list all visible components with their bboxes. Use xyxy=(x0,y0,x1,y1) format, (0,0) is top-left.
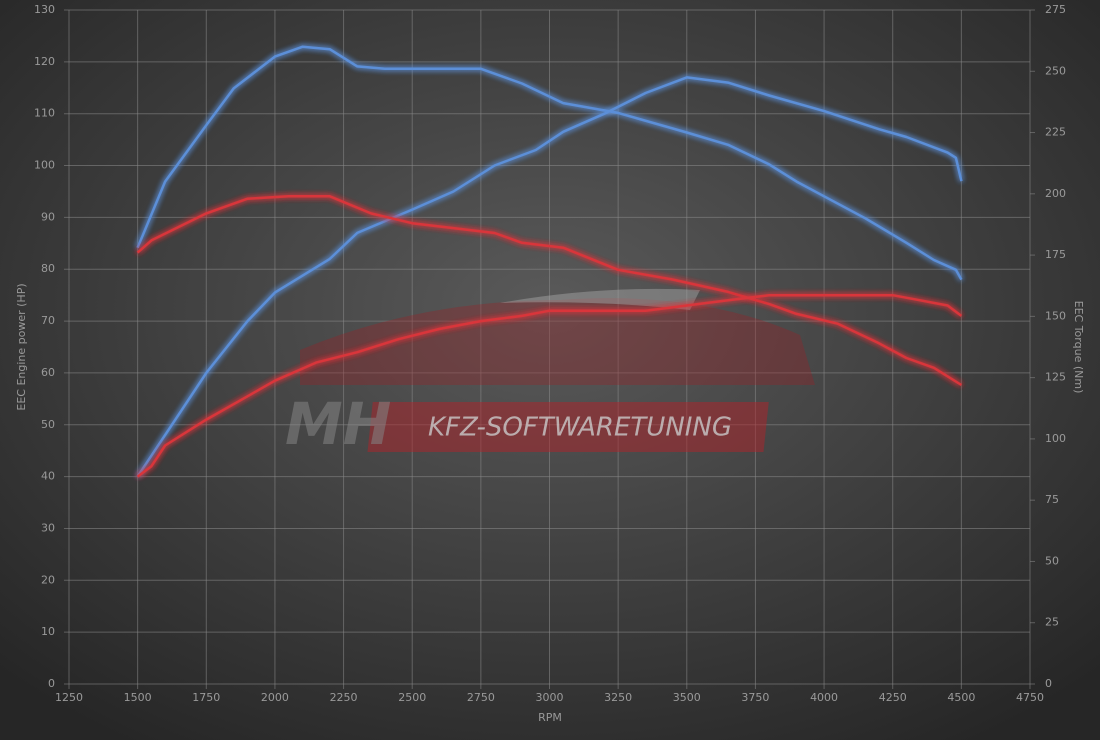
x-tick-label: 3500 xyxy=(673,691,701,704)
y-tick-label: 130 xyxy=(34,3,55,16)
series-line xyxy=(136,195,963,387)
watermark-car xyxy=(300,298,815,385)
watermark-band xyxy=(367,402,769,452)
x-tick-label: 3250 xyxy=(604,691,632,704)
y2-tick-label: 0 xyxy=(1045,677,1052,690)
y2-tick-label: 200 xyxy=(1045,187,1066,200)
watermark: MH KFZ-SOFTWARETUNING xyxy=(285,288,815,458)
x-tick-label: 2250 xyxy=(330,691,358,704)
y-tick-label: 50 xyxy=(41,418,55,431)
x-tick-label: 1250 xyxy=(55,691,83,704)
series-line xyxy=(136,293,963,478)
y2-tick-label: 175 xyxy=(1045,248,1066,261)
y-tick-label: 60 xyxy=(41,366,55,379)
watermark-text: KFZ-SOFTWARETUNING xyxy=(428,413,732,443)
x-tick-label: 2000 xyxy=(261,691,289,704)
series-line xyxy=(136,76,963,478)
x-tick-label: 3750 xyxy=(741,691,769,704)
x-tick-label: 4000 xyxy=(810,691,838,704)
x-tick-label: 1750 xyxy=(192,691,220,704)
y2-tick-label: 50 xyxy=(1045,554,1059,567)
y2-tick-label: 75 xyxy=(1045,493,1059,506)
y-tick-label: 0 xyxy=(48,677,55,690)
y2-tick-label: 125 xyxy=(1045,371,1066,384)
x-axis-title: RPM xyxy=(538,711,562,724)
watermark-car-window xyxy=(500,288,700,310)
y2-tick-label: 150 xyxy=(1045,309,1066,322)
y-tick-label: 30 xyxy=(41,521,55,534)
y2-tick-label: 275 xyxy=(1045,3,1066,16)
x-tick-label: 3000 xyxy=(536,691,564,704)
x-tick-label: 4500 xyxy=(947,691,975,704)
y-tick-label: 10 xyxy=(41,625,55,638)
y-tick-label: 80 xyxy=(41,262,55,275)
y-tick-label: 40 xyxy=(41,470,55,483)
x-tick-label: 4750 xyxy=(1016,691,1044,704)
x-tick-label: 2500 xyxy=(398,691,426,704)
series-line xyxy=(136,45,963,281)
x-tick-label: 2750 xyxy=(467,691,495,704)
y2-tick-label: 25 xyxy=(1045,616,1059,629)
y-tick-label: 100 xyxy=(34,159,55,172)
y2-axis-title: EEC Torque (Nm) xyxy=(1072,301,1085,394)
y2-tick-label: 100 xyxy=(1045,432,1066,445)
x-tick-label: 4250 xyxy=(879,691,907,704)
y-tick-label: 120 xyxy=(34,55,55,68)
y-tick-label: 110 xyxy=(34,107,55,120)
y-tick-label: 70 xyxy=(41,314,55,327)
y-tick-label: 90 xyxy=(41,210,55,223)
y-tick-label: 20 xyxy=(41,573,55,586)
y2-tick-label: 225 xyxy=(1045,126,1066,139)
y2-tick-label: 250 xyxy=(1045,64,1066,77)
x-tick-label: 1500 xyxy=(124,691,152,704)
y-axis-title: EEC Engine power (HP) xyxy=(15,283,28,410)
watermark-logo: MH xyxy=(285,390,391,458)
